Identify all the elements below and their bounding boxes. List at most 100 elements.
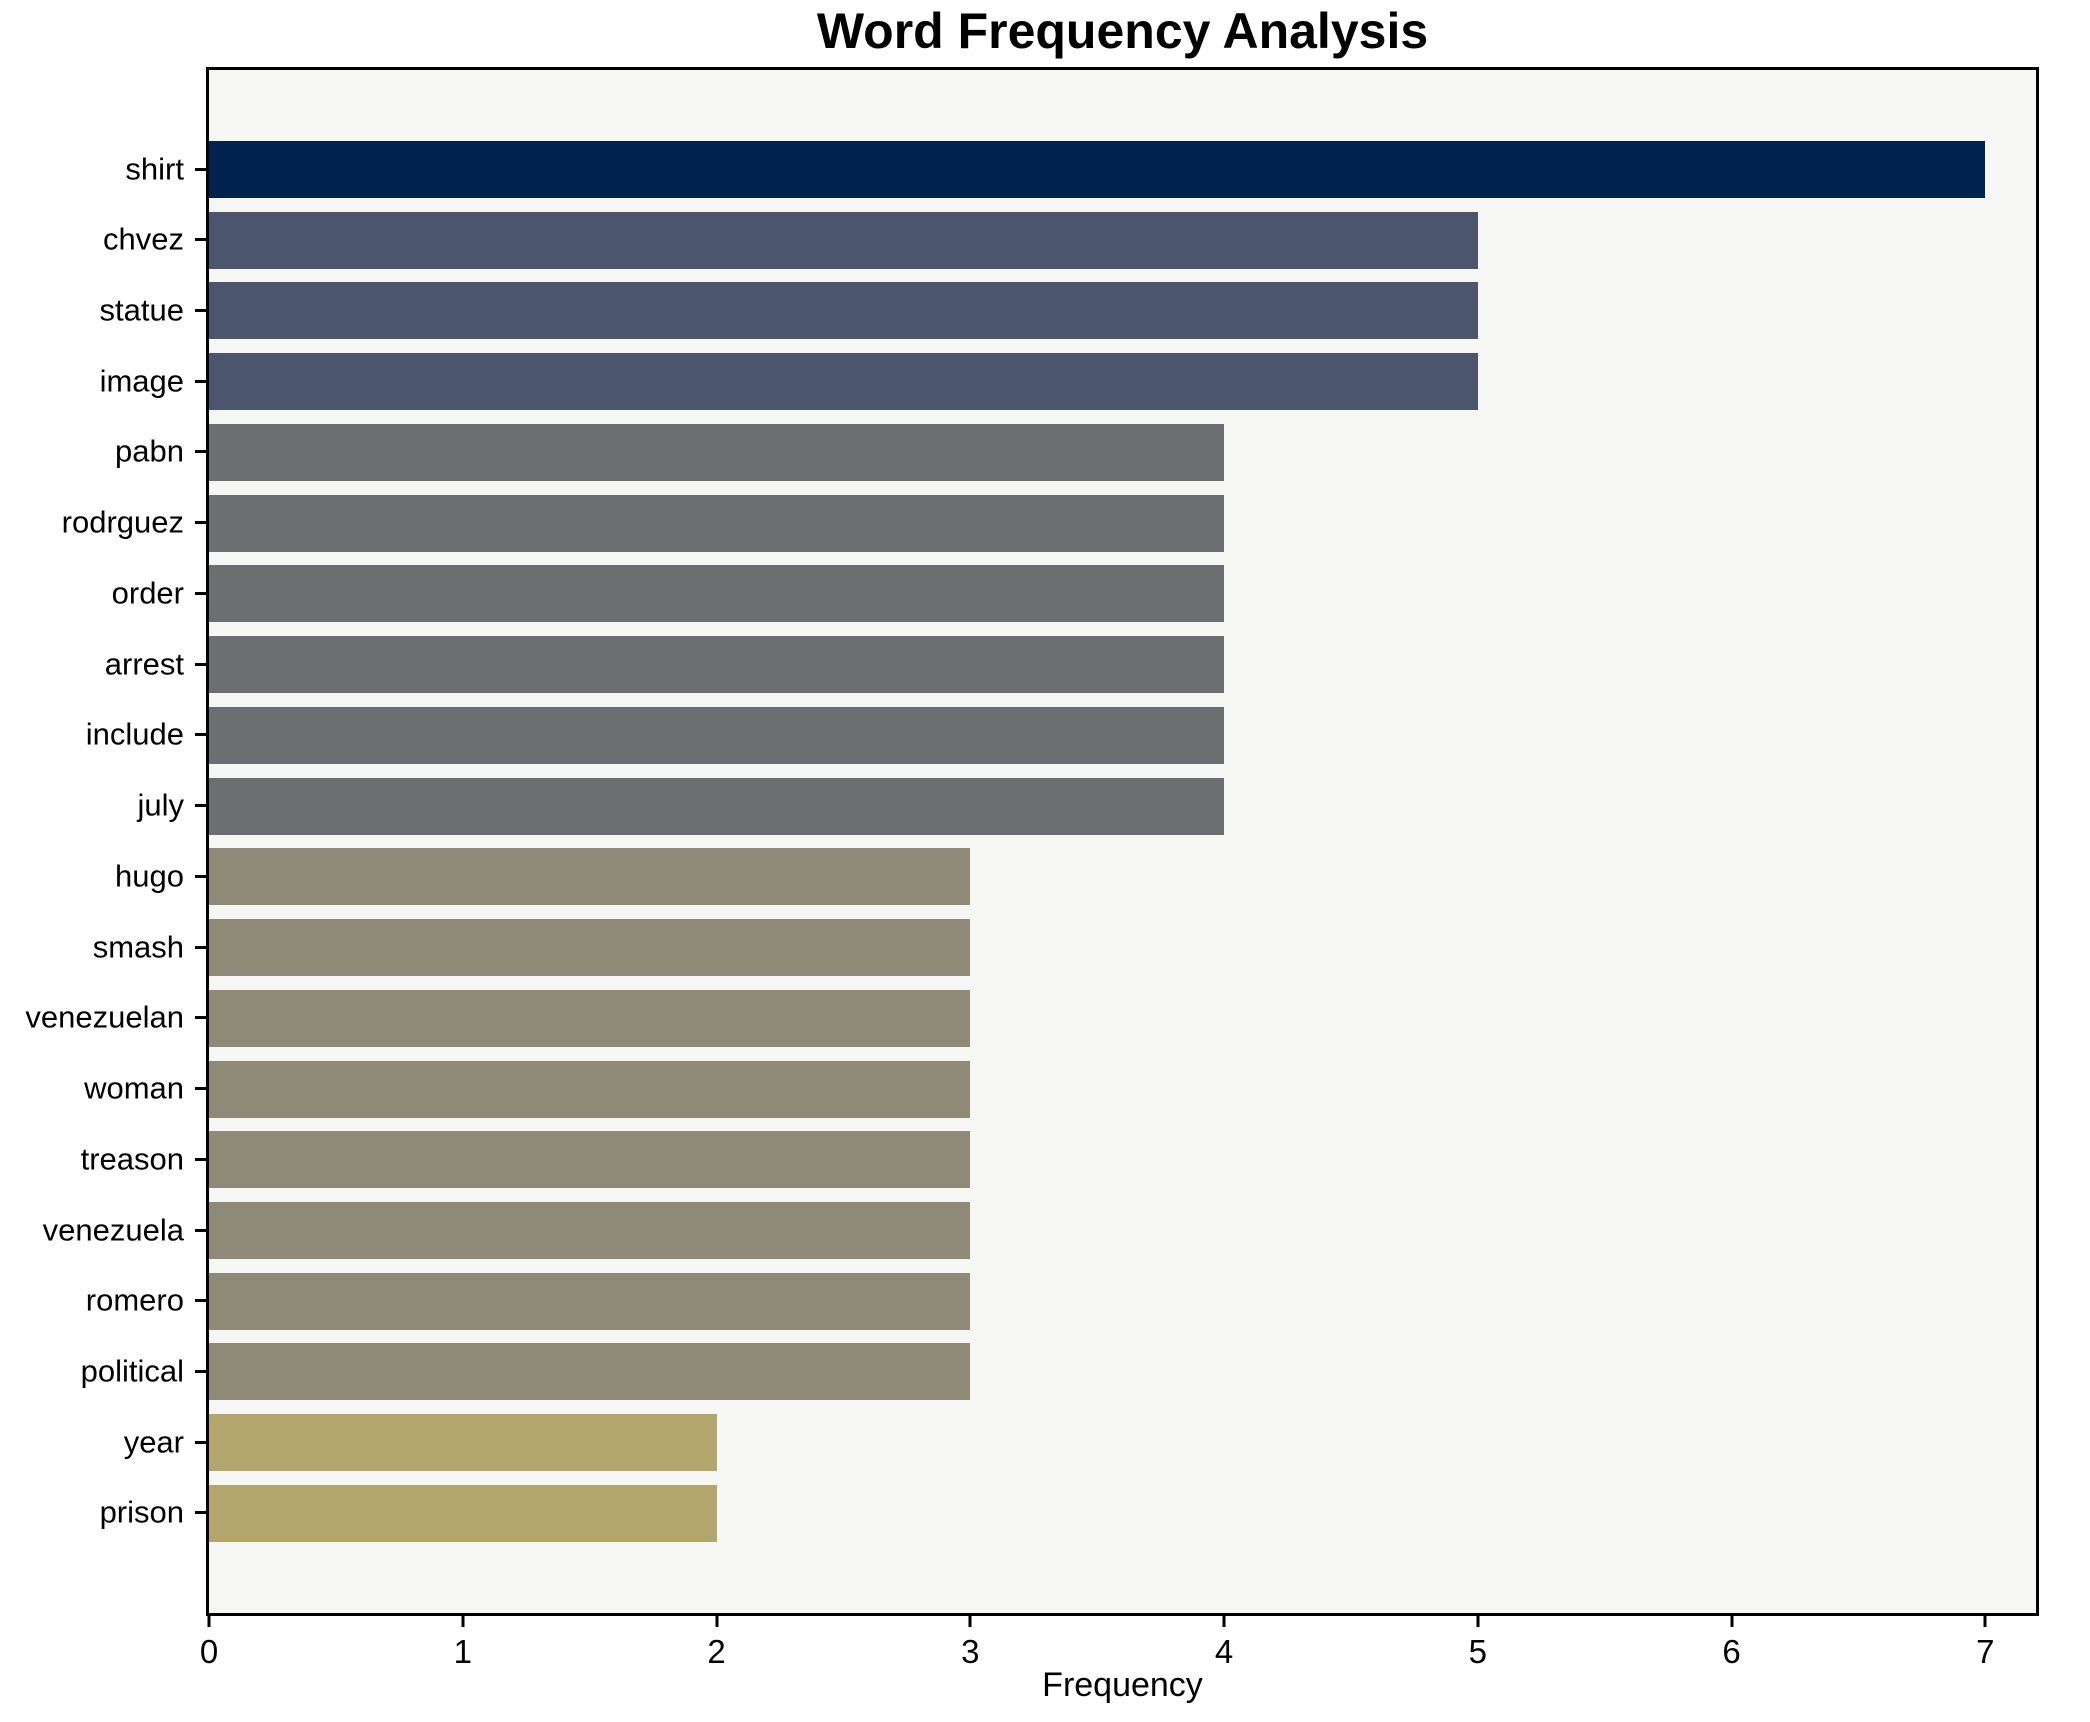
bar-row: year: [124, 1414, 2036, 1472]
bar-row: rodrguez: [62, 494, 2036, 552]
x-tick-label: 7: [1976, 1633, 1995, 1670]
y-tick-mark: [195, 1440, 206, 1444]
bar-row: treason: [81, 1131, 2036, 1189]
y-tick-mark: [195, 733, 206, 737]
bar: [209, 1414, 717, 1472]
bar-row: shirt: [125, 141, 2036, 198]
x-tick-label: 5: [1468, 1633, 1487, 1670]
x-tick-label: 4: [1214, 1633, 1234, 1670]
bar-row: romero: [86, 1272, 2036, 1330]
y-tick-mark: [195, 1369, 206, 1373]
x-axis-label: Frequency: [1042, 1666, 1203, 1704]
bar: [209, 1343, 971, 1401]
y-tick-mark: [195, 1157, 206, 1161]
bar: [209, 211, 1478, 269]
y-axis-label: statue: [99, 292, 184, 328]
bar-row: political: [81, 1343, 2036, 1401]
x-tick-label: 2: [707, 1633, 726, 1670]
y-axis-label: hugo: [115, 858, 184, 894]
y-axis-label: political: [80, 1353, 184, 1389]
bar: [209, 706, 1224, 764]
x-tick-label: 0: [199, 1633, 219, 1670]
bar-row: arrest: [105, 636, 2036, 694]
y-tick-mark: [195, 1299, 206, 1303]
y-tick-mark: [195, 1511, 206, 1515]
y-axis-label: pabn: [115, 433, 184, 469]
chart-title: Word Frequency Analysis: [816, 3, 1429, 59]
bar: [209, 989, 971, 1047]
bar-row: statue: [100, 282, 2036, 340]
x-tick-mark: [207, 1616, 211, 1627]
y-axis-label: woman: [84, 1070, 184, 1106]
bar: [209, 1202, 971, 1260]
y-tick-mark: [195, 1228, 206, 1232]
y-axis-label: july: [137, 787, 184, 823]
y-axis-label: venezuelan: [25, 999, 184, 1035]
x-tick-mark: [968, 1616, 972, 1627]
bar: [209, 848, 971, 906]
y-axis-label: prison: [99, 1494, 184, 1530]
y-tick-mark: [195, 238, 206, 242]
bar-row: pabn: [115, 423, 2036, 481]
y-axis-label: romero: [85, 1282, 184, 1318]
x-tick-mark: [1476, 1616, 1480, 1627]
bar: [209, 1484, 717, 1542]
bar-row: smash: [93, 919, 2036, 977]
y-tick-mark: [195, 662, 206, 666]
y-tick-mark: [195, 804, 206, 808]
x-tick-mark: [461, 1616, 465, 1627]
y-tick-mark: [195, 591, 206, 595]
y-tick-mark: [195, 450, 206, 454]
y-tick-mark: [195, 1087, 206, 1091]
bar: [209, 423, 1224, 481]
x-tick-mark: [1730, 1616, 1733, 1627]
y-axis-label: include: [85, 716, 184, 752]
bar: [209, 1131, 971, 1189]
y-axis-label: treason: [80, 1141, 184, 1177]
y-axis-label: shirt: [125, 150, 184, 186]
x-tick-mark: [1222, 1616, 1226, 1627]
y-axis-label: smash: [92, 928, 184, 964]
bar-row: hugo: [115, 848, 2036, 906]
bar-row: woman: [84, 1060, 2036, 1118]
y-axis-label: rodrguez: [61, 504, 184, 540]
bar-row: venezuelan: [25, 989, 2036, 1047]
bar-row: include: [86, 706, 2036, 764]
y-tick-mark: [195, 1016, 206, 1020]
y-tick-mark: [195, 874, 206, 878]
bar: [209, 565, 1224, 623]
y-tick-mark: [195, 167, 206, 171]
y-axis-label: venezuela: [42, 1211, 184, 1247]
y-tick-mark: [195, 945, 206, 949]
bar-row: order: [112, 565, 2036, 623]
y-axis-label: year: [123, 1423, 184, 1459]
bar: [209, 1060, 971, 1118]
x-tick-mark: [1983, 1616, 1987, 1627]
x-tick-label: 3: [961, 1633, 980, 1670]
bar: [209, 919, 971, 977]
x-tick-label: 1: [453, 1633, 472, 1670]
bar: [209, 636, 1224, 694]
bar-row: chvez: [103, 211, 2036, 269]
bar: [209, 282, 1478, 340]
plot-area: shirt chvez statue image pabn rodrguez order ar…: [25, 67, 2039, 1616]
x-axis: 0 1 2 3 4 5 6 7: [200, 1613, 2036, 1693]
y-tick-mark: [195, 308, 206, 312]
y-axis-label: chvez: [103, 221, 184, 257]
bar: [209, 777, 1224, 835]
bar-row: venezuela: [43, 1202, 2036, 1260]
bar: [209, 1272, 971, 1330]
bar-row: prison: [100, 1484, 2036, 1542]
y-tick-mark: [195, 521, 206, 525]
bar-row: image: [100, 353, 2036, 411]
bar-row: july: [137, 777, 2036, 835]
bars-container: shirt chvez statue image pabn rodrguez order ar…: [25, 70, 2036, 1613]
bar: [209, 494, 1224, 552]
bar: [209, 353, 1478, 411]
y-axis-label: order: [111, 575, 184, 611]
y-tick-mark: [195, 379, 206, 383]
y-axis-label: arrest: [104, 645, 184, 681]
x-tick-mark: [715, 1616, 718, 1627]
x-tick-label: 6: [1722, 1633, 1741, 1670]
